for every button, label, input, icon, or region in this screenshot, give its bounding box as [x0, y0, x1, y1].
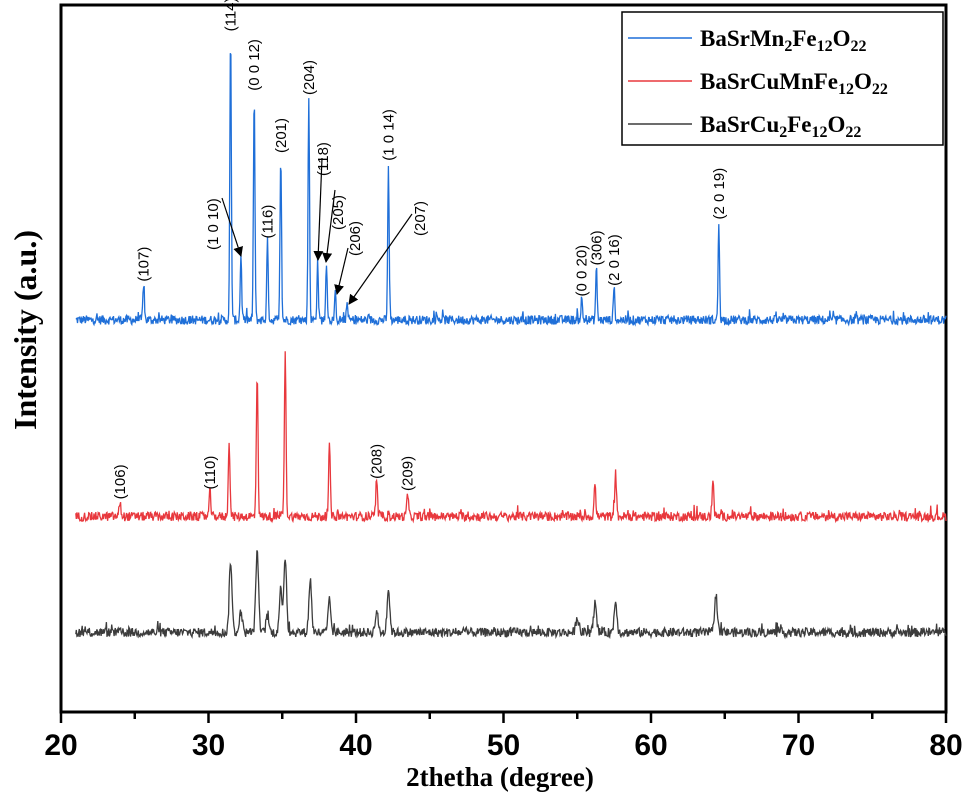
- peak-label: (106): [112, 464, 129, 499]
- peak-arrow: [348, 213, 413, 305]
- peak-label: (110): [202, 456, 219, 490]
- peak-arrow: [322, 189, 336, 263]
- peak-label: (2 0 19): [711, 168, 728, 220]
- peak-label: (206): [347, 221, 364, 256]
- series-line-2: [75, 351, 947, 524]
- peak-label: (204): [301, 60, 318, 95]
- peak-label: (107): [136, 247, 153, 282]
- x-tick-label: 40: [339, 729, 372, 762]
- x-axis: 20 30 40 50 60 70 80: [44, 712, 963, 762]
- peak-label: (207): [412, 201, 429, 236]
- x-tick-label: 50: [487, 729, 520, 762]
- peak-label: (2 0 16): [606, 234, 623, 286]
- peak-label: (0 0 12): [246, 39, 263, 91]
- x-tick-label: 70: [782, 729, 815, 762]
- legend-box: [621, 11, 944, 146]
- peak-label: (209): [400, 456, 417, 491]
- peak-label: (205): [330, 195, 347, 230]
- x-tick-label: 80: [929, 729, 962, 762]
- series-line-1: [75, 52, 947, 327]
- peak-label: (208): [369, 444, 386, 479]
- y-axis-title: Intensity (a.u.): [7, 230, 43, 430]
- x-axis-title: 2thetha (degree): [406, 762, 594, 792]
- peak-label: (116): [260, 205, 277, 239]
- legend: BaSrMn2Fe12O22 BaSrCuMnFe12O22 BaSrCu2Fe12…: [621, 11, 944, 146]
- peak-arrow: [313, 157, 324, 261]
- peak-label: (114): [223, 0, 240, 31]
- legend-entry-2: BaSrCuMnFe12O22: [700, 69, 888, 98]
- peak-label: (1 0 10): [205, 198, 222, 250]
- peak-arrow: [334, 247, 349, 295]
- peak-label: (118): [315, 142, 332, 176]
- series-line-3: [75, 550, 947, 640]
- peak-label: (1 0 14): [380, 109, 397, 161]
- series-layer: [75, 52, 947, 640]
- legend-entry-1: BaSrMn2Fe12O22: [700, 26, 867, 55]
- legend-entry-3: BaSrCu2Fe12O22: [700, 112, 861, 141]
- x-tick-label: 60: [634, 729, 667, 762]
- peak-label: (0 0 20): [574, 245, 591, 297]
- peak-label: (201): [273, 118, 290, 153]
- peak-arrow: [221, 197, 243, 257]
- x-tick-label: 20: [44, 729, 77, 762]
- peak-label: (306): [588, 230, 605, 265]
- peak-label-layer: (107) (114) (1 0 10) (0 0 12) (116) (201) (204…: [112, 0, 728, 499]
- x-tick-label: 30: [192, 729, 225, 762]
